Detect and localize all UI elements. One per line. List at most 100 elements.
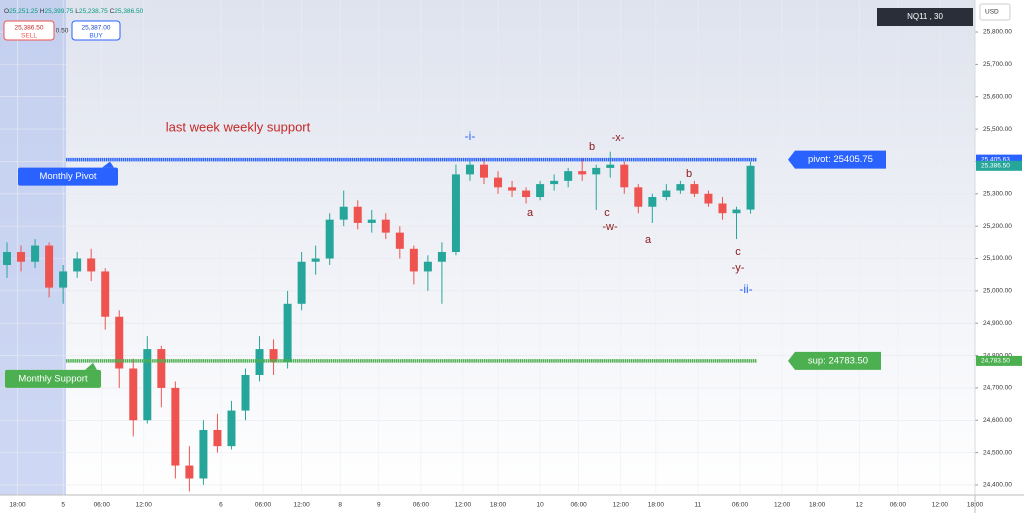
candle-body: [311, 258, 320, 262]
candle-body: [592, 167, 601, 175]
x-tick-label: 12:00: [613, 502, 630, 509]
annotation: a: [645, 234, 652, 246]
candle-body: [157, 349, 166, 388]
y-tick-label: 25,500.00: [983, 126, 1012, 133]
x-tick-label: 12:00: [293, 502, 310, 509]
buy-button[interactable]: [71, 20, 121, 41]
x-tick-label: 18:00: [809, 502, 826, 509]
candle-body: [620, 164, 629, 188]
ohlc-value: 25,399.75: [45, 8, 74, 15]
candle-body: [269, 349, 278, 363]
ohlc-key: L: [75, 8, 79, 15]
sell-button[interactable]: [3, 20, 55, 41]
candle-body: [17, 252, 26, 262]
x-tick-label: 12:00: [136, 502, 153, 509]
candle-body: [676, 184, 685, 191]
candle-body: [73, 258, 82, 272]
candle-body: [241, 374, 250, 411]
level-label-pointer: [85, 362, 97, 370]
x-tick-label: 06:00: [255, 502, 272, 509]
candle-body: [718, 203, 727, 214]
candle-body: [143, 349, 152, 421]
level-label-pointer: [102, 161, 114, 168]
level-tag-box: [788, 150, 886, 169]
level-label-box: [18, 167, 118, 186]
candle-body: [59, 271, 68, 288]
annotation: c: [604, 207, 610, 219]
ohlc-value: 25,238.75: [79, 8, 108, 15]
overlays: Monthly Pivot pivot: 25405.75 Monthly Supp…: [5, 119, 886, 388]
x-tick-label: 18:00: [490, 502, 507, 509]
price-tag: [976, 160, 1022, 171]
x-tick-label: 12:00: [932, 502, 949, 509]
candle-body: [465, 164, 474, 175]
candle-body: [746, 165, 755, 210]
level-label: Monthly Pivot: [39, 171, 96, 182]
ohlc-value: 25,386.50: [114, 8, 143, 15]
ohlc-key: C: [110, 8, 115, 15]
candle-body: [690, 184, 699, 194]
symbol-box: [877, 8, 973, 26]
currency-box[interactable]: [979, 3, 1011, 21]
annotation: -y-: [732, 262, 745, 274]
y-tick-label: 24,500.00: [983, 449, 1012, 456]
candle-body: [662, 190, 671, 198]
price-tag: [976, 154, 1022, 165]
y-tick-label: 24,900.00: [983, 320, 1012, 327]
candle-body: [536, 184, 545, 198]
x-tick-label: 12: [856, 502, 864, 509]
candle-body: [564, 171, 573, 181]
candle-body: [648, 197, 657, 207]
candle-body: [129, 368, 138, 421]
y-tick-label: 25,000.00: [983, 288, 1012, 295]
y-tick-label: 25,300.00: [983, 191, 1012, 198]
annotation: last week weekly support: [166, 119, 311, 134]
x-tick-label: 06:00: [94, 502, 111, 509]
candle-body: [423, 261, 432, 272]
candle-body: [227, 410, 236, 447]
candle-body: [101, 271, 110, 317]
plot-background: [0, 0, 975, 495]
candle-body: [479, 164, 488, 178]
annotation: c: [735, 246, 741, 258]
candle-body: [339, 206, 348, 220]
price-tag-label: 24,783.50: [981, 358, 1010, 365]
candle-body: [297, 261, 306, 304]
candle-body: [45, 245, 54, 288]
candle-body: [185, 465, 194, 479]
candle-body: [494, 177, 503, 188]
x-tick-label: 06:00: [571, 502, 588, 509]
buy-label: BUY: [89, 33, 103, 40]
candle-body: [367, 219, 376, 223]
candle-body: [437, 252, 446, 262]
ohlc-key: H: [40, 8, 45, 15]
y-tick-label: 25,200.00: [983, 223, 1012, 230]
annotation: -ii-: [739, 282, 752, 296]
currency: USD: [985, 9, 999, 16]
x-tick-label: 06:00: [890, 502, 907, 509]
candle-body: [395, 232, 404, 249]
price-tag-label: 25,405.63: [981, 156, 1010, 163]
level-label-box: [5, 369, 101, 388]
level-tag: pivot: 25405.75: [808, 154, 873, 165]
candle-body: [199, 429, 208, 479]
ohlc-header: O25,251.25 H25,399.75 L25,238.75 C25,386…: [4, 8, 144, 15]
candle-body: [704, 193, 713, 204]
x-tick-label: 12:00: [774, 502, 791, 509]
x-tick-label: 10: [536, 502, 544, 509]
candle-body: [550, 180, 559, 185]
x-tick-label: 18:00: [9, 502, 26, 509]
candle-body: [634, 187, 643, 207]
candle-body: [732, 209, 741, 214]
annotation: -i-: [465, 129, 476, 143]
annotation: b: [686, 168, 692, 180]
candle-body: [578, 171, 587, 175]
candle-body: [31, 245, 40, 262]
x-tick-label: 6: [219, 502, 223, 509]
level-tag-box: [788, 351, 881, 370]
x-tick-label: 18:00: [648, 502, 665, 509]
y-tick-label: 24,800.00: [983, 352, 1012, 359]
y-tick-label: 25,100.00: [983, 255, 1012, 262]
y-tick-label: 25,600.00: [983, 93, 1012, 100]
